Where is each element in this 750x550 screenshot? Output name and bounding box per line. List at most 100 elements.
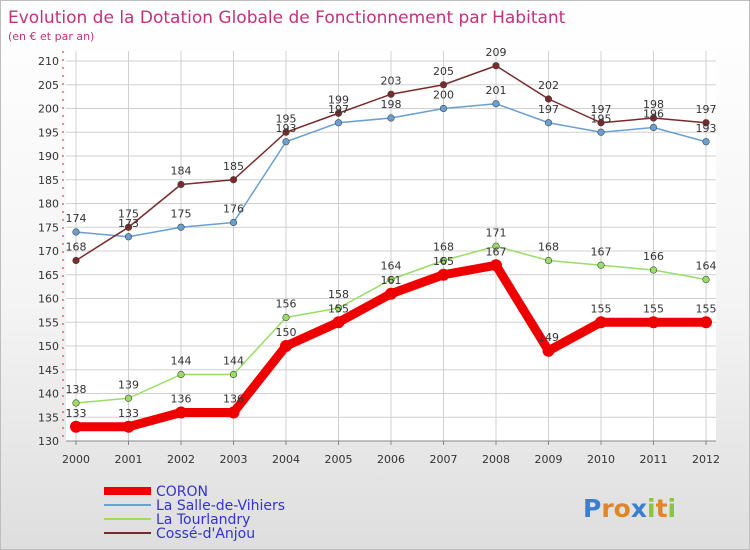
data-label: 198: [381, 98, 402, 111]
data-label: 197: [328, 103, 349, 116]
data-label: 209: [486, 46, 507, 59]
wordmark-letter: i: [647, 494, 656, 523]
data-label: 175: [171, 207, 192, 220]
data-label: 193: [276, 122, 297, 135]
data-label: 161: [381, 274, 402, 287]
data-point: [387, 90, 395, 98]
data-point: [544, 95, 553, 103]
data-point: [177, 370, 185, 379]
data-label: 150: [276, 326, 297, 339]
data-label: 200: [433, 89, 454, 102]
data-label: 166: [643, 250, 664, 263]
x-tick-label: 2000: [62, 453, 90, 466]
data-label: 195: [276, 112, 297, 125]
data-label: 197: [591, 103, 612, 116]
data-point: [544, 256, 553, 265]
data-point: [334, 109, 343, 117]
y-tick-label: 145: [38, 364, 59, 377]
data-point: [595, 316, 607, 329]
x-tick-label: 2005: [325, 453, 353, 466]
data-point: [542, 344, 555, 357]
data-label: 164: [381, 260, 402, 273]
data-label: 197: [696, 103, 717, 116]
data-point: [282, 128, 290, 136]
data-label: 168: [433, 241, 454, 254]
x-tick-label: 2006: [377, 453, 405, 466]
y-tick-label: 190: [38, 150, 59, 163]
proxiti-wordmark: Proxiti: [583, 494, 676, 523]
data-point: [649, 114, 658, 122]
wordmark-letter: P: [583, 494, 601, 523]
data-point: [72, 228, 80, 236]
data-label: 133: [118, 407, 139, 420]
data-label: 133: [66, 407, 87, 420]
data-label: 199: [328, 93, 349, 106]
data-point: [492, 62, 500, 70]
wordmark-letter: t: [656, 494, 668, 523]
wordmark-letter: r: [601, 494, 614, 523]
x-tick-label: 2002: [167, 453, 195, 466]
data-point: [437, 268, 450, 281]
data-label: 198: [643, 98, 664, 111]
data-label: 175: [118, 207, 139, 220]
data-point: [280, 340, 292, 352]
data-point: [177, 223, 185, 231]
data-label: 158: [328, 288, 349, 301]
data-point: [385, 287, 397, 300]
data-label: 168: [538, 241, 559, 254]
data-label: 176: [223, 203, 244, 216]
data-point: [72, 256, 80, 265]
data-label: 149: [538, 331, 559, 344]
data-point: [72, 399, 80, 407]
data-point: [124, 394, 133, 402]
data-label: 167: [591, 245, 612, 258]
data-point: [597, 261, 605, 269]
data-label: 168: [66, 241, 87, 254]
data-label: 144: [223, 355, 244, 368]
y-tick-label: 165: [38, 269, 59, 282]
data-point: [439, 256, 448, 265]
data-label: 184: [171, 165, 192, 178]
data-label: 202: [538, 79, 559, 92]
x-tick-label: 2010: [587, 453, 615, 466]
data-point: [387, 114, 395, 122]
y-tick-label: 155: [38, 316, 59, 329]
plot-area: 130 135 140 145 150 155 160 165 170 175 180 185 190 1…: [38, 46, 720, 466]
data-label: 139: [118, 378, 139, 391]
data-point: [124, 223, 133, 231]
legend-entry: CORON: [156, 484, 208, 500]
data-label: 155: [643, 302, 664, 315]
data-point: [387, 275, 395, 284]
y-tick-label: 210: [38, 55, 59, 68]
wordmark-letter: o: [614, 494, 631, 523]
data-point: [492, 242, 500, 250]
data-label: 156: [276, 298, 297, 311]
data-point: [282, 313, 290, 322]
data-point: [597, 128, 605, 136]
data-point: [702, 275, 710, 284]
data-label: 185: [223, 160, 244, 173]
data-label: 171: [486, 226, 507, 239]
data-label: 203: [381, 74, 402, 87]
data-point: [649, 266, 658, 274]
data-label: 136: [171, 393, 192, 406]
x-tick-label: 2003: [220, 453, 248, 466]
data-label: 193: [696, 122, 717, 135]
legend-entry: La Salle-de-Vihiers: [156, 498, 285, 514]
data-point: [332, 316, 345, 329]
data-label: 165: [433, 255, 454, 268]
data-point: [439, 81, 448, 89]
data-label: 144: [171, 355, 192, 368]
chart-subtitle: (en € et par an): [8, 30, 94, 43]
data-label: 155: [696, 302, 717, 315]
data-point: [702, 138, 710, 146]
x-tick-label: 2008: [482, 453, 510, 466]
data-point: [334, 304, 343, 312]
x-tick-label: 2012: [692, 453, 720, 466]
data-label: 164: [696, 260, 717, 273]
wordmark-letter: i: [668, 494, 677, 523]
y-tick-label: 180: [38, 198, 59, 211]
data-point: [124, 233, 133, 241]
